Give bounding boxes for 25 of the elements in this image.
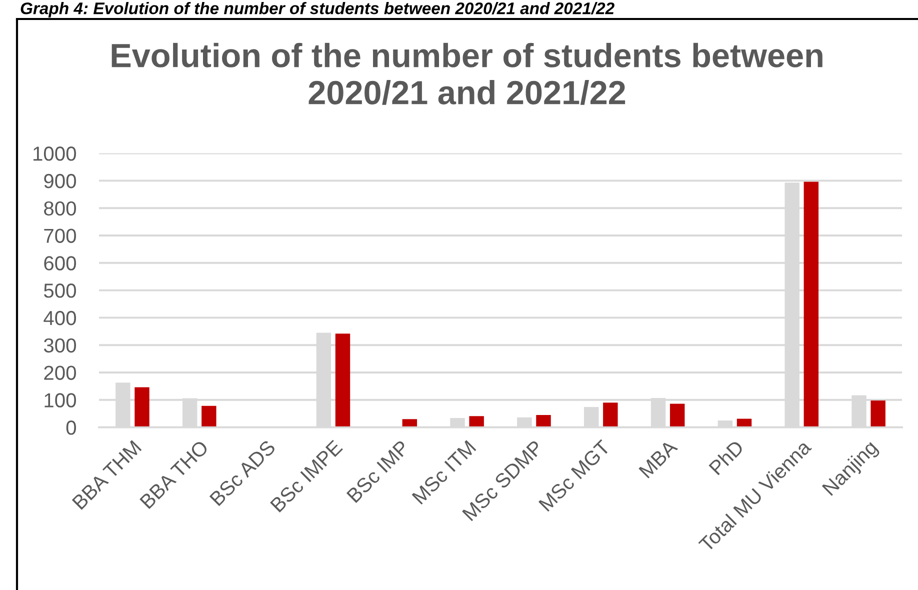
chart-title: Evolution of the number of students between 2020/21 and 2021/22: [112, 42, 822, 105]
y-tick-label: 100: [44, 393, 76, 408]
y-tick-label: 200: [44, 366, 76, 380]
bar: [536, 414, 551, 428]
bar: [670, 404, 685, 428]
y-tick-label: 500: [44, 284, 76, 298]
bar: [603, 402, 618, 428]
bar: [202, 406, 216, 428]
y-tick-label: 300: [44, 338, 76, 353]
y-tick-label: 800: [44, 201, 76, 216]
y-tick-label: 400: [44, 310, 76, 326]
y-tick-label: 0: [66, 420, 76, 435]
bar: [134, 387, 150, 428]
x-tick-label: PhD: [708, 439, 744, 476]
bar: [335, 334, 350, 428]
bar: [402, 419, 418, 428]
bar: [469, 416, 484, 428]
y-tick-label: 700: [44, 228, 76, 243]
y-tick-label: 900: [44, 174, 76, 188]
y-tick-label: 600: [44, 256, 76, 270]
x-tick-label: BSc IMP: [346, 440, 410, 504]
bar: [870, 400, 886, 428]
y-tick-label: 1000: [34, 146, 76, 161]
caption: Graph 4: Evolution of the number of students between 2020/21 and 2021/22: [20, 2, 614, 18]
bar: [804, 182, 819, 428]
